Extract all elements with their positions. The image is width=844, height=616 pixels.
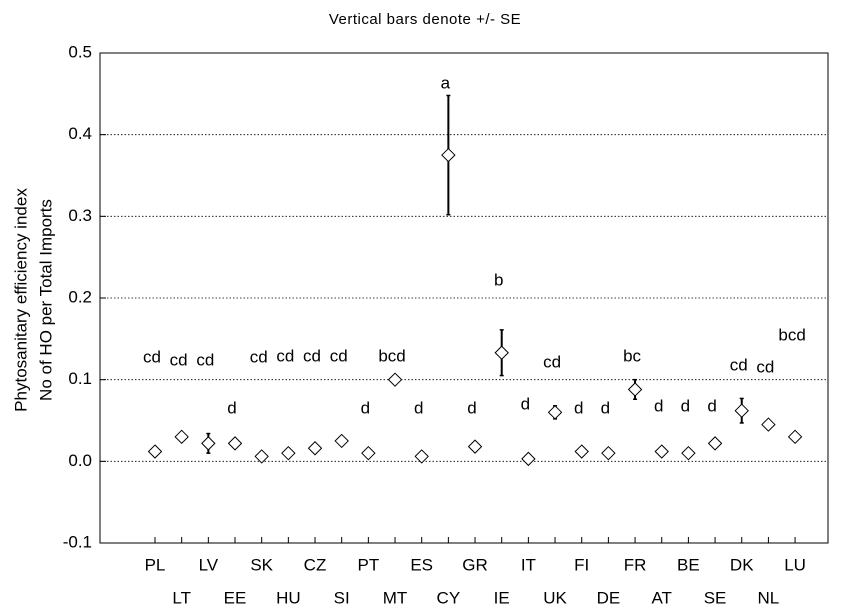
x-tick-label: GR [462,555,488,574]
x-tick-label: IE [494,588,510,607]
marker [627,382,643,397]
group-letter: cd [276,346,294,365]
group-letter: d [681,396,690,415]
x-tick-label: CY [437,588,461,607]
group-letter: cd [196,350,214,369]
group-letter: a [441,73,451,92]
y-tick-label: 0.4 [68,124,92,143]
x-tick-label: AT [651,588,671,607]
y-tick-label: 0.1 [68,369,92,388]
x-tick-label: BE [677,555,700,574]
marker [734,403,749,418]
group-letter: cd [756,357,774,376]
x-tick-label: LU [784,555,806,574]
marker [787,429,803,445]
x-tick-label: FR [624,555,647,574]
group-letter: bc [623,346,641,365]
x-tick-label: SI [334,588,350,607]
marker [147,444,163,459]
x-tick-label: DE [597,588,621,607]
x-tick-label: ES [410,555,433,574]
marker [521,451,536,467]
marker [494,345,509,360]
group-letter: cd [250,347,268,366]
marker [201,436,216,451]
x-tick-label: DK [730,555,754,574]
group-letter: bcd [378,346,405,365]
x-tick-label: EE [224,588,247,607]
x-tick-label: LT [172,588,191,607]
marker [681,445,696,461]
marker [707,436,723,451]
x-tick-label: NL [758,588,780,607]
group-letter: d [707,396,716,415]
group-letter: d [361,398,370,417]
marker [281,445,296,461]
y-tick-label: 0.3 [68,206,92,225]
x-tick-label: SE [704,588,727,607]
marker [574,444,589,459]
marker [654,444,669,459]
marker [467,439,483,454]
chart-title: Vertical bars denote +/- SE [329,11,521,28]
group-letter: d [414,398,423,417]
group-letter: cd [543,352,561,371]
marker [254,449,269,464]
group-letter: cd [330,346,348,365]
marker [547,405,563,420]
group-letter: d [521,394,530,413]
y-tick-label: -0.1 [63,532,92,551]
marker [361,445,376,461]
y-axis-label: No of HO per Total Imports [36,199,55,401]
x-tick-label: MT [383,588,408,607]
group-letter: cd [170,350,188,369]
x-tick-label: HU [276,588,301,607]
group-letter: d [574,398,583,417]
x-tick-label: CZ [304,555,327,574]
group-letter: d [654,396,663,415]
x-tick-label: LV [199,555,219,574]
group-letter: d [467,398,476,417]
x-tick-label: FI [574,555,589,574]
marker [761,417,776,432]
marker [387,372,403,387]
y-axis-label: Phytosanitary efficiency index [11,188,30,412]
y-tick-label: 0.0 [68,451,92,470]
marker [441,147,456,163]
group-letter: cd [303,346,321,365]
group-letter: cd [730,355,748,374]
group-letter: bcd [778,325,805,344]
marker [601,445,616,461]
marker [227,436,243,451]
marker [334,433,349,449]
y-tick-label: 0.2 [68,287,92,306]
x-tick-label: PT [357,555,379,574]
x-tick-label: PL [145,555,166,574]
group-letter: d [227,398,236,417]
marker [174,429,189,445]
x-tick-label: IT [521,555,536,574]
x-tick-label: UK [543,588,567,607]
group-letter: d [601,398,610,417]
x-tick-label: SK [250,555,273,574]
group-letter: cd [143,347,161,366]
marker [414,449,429,464]
group-letter: b [494,270,503,289]
marker [307,441,323,456]
y-tick-label: 0.5 [68,42,92,61]
